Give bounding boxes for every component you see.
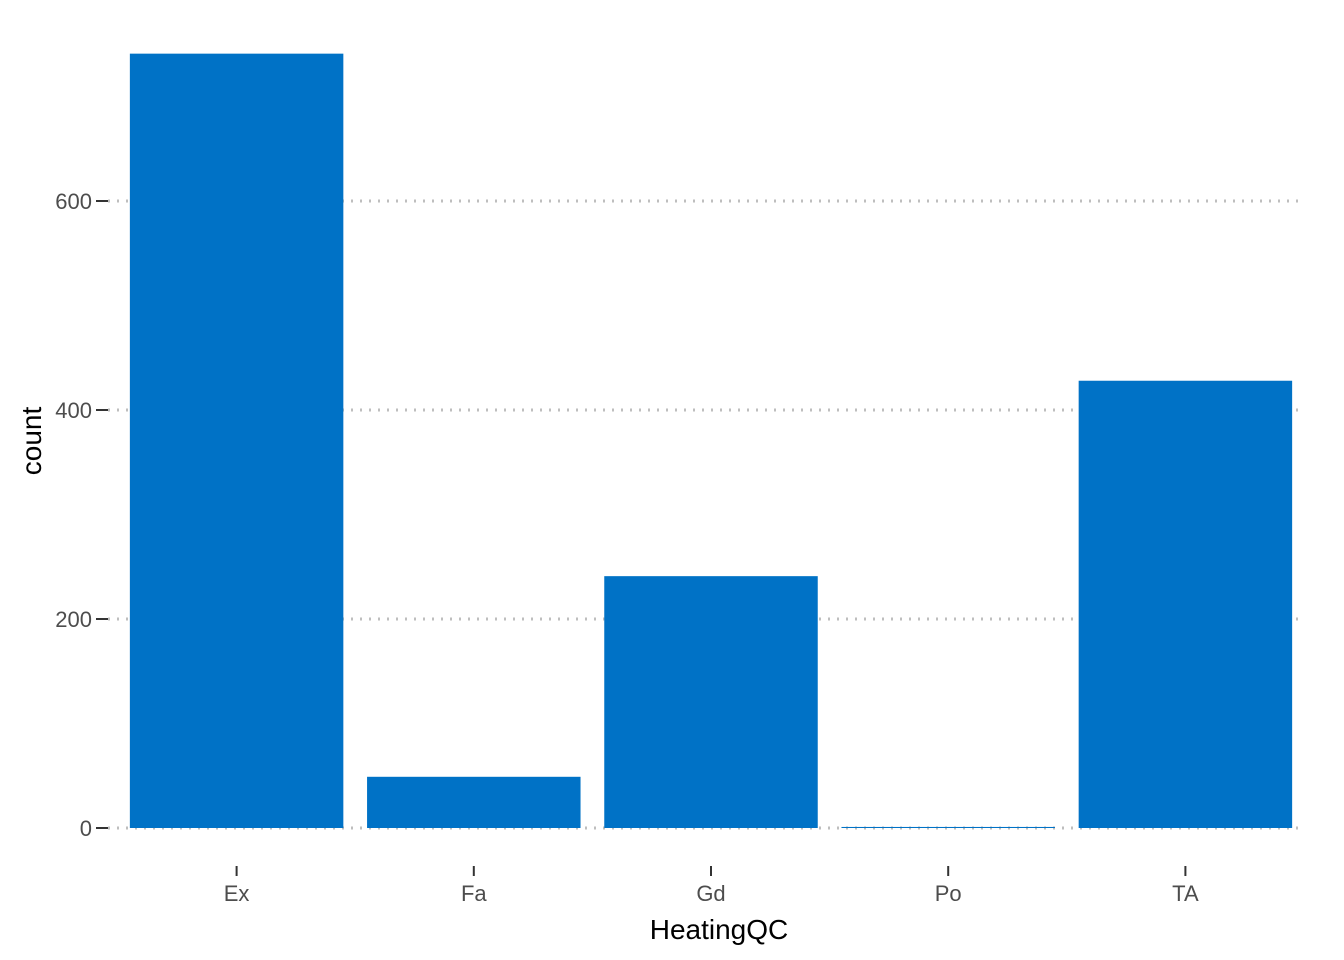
x-tick-label: Ex bbox=[224, 881, 250, 906]
y-axis: 0 200 400 600 bbox=[55, 189, 108, 841]
bar-ex bbox=[129, 53, 344, 828]
y-tick-label: 0 bbox=[80, 816, 92, 841]
x-tick-label: Gd bbox=[696, 881, 725, 906]
y-axis-title: count bbox=[16, 407, 47, 476]
y-tick-label: 200 bbox=[55, 607, 92, 632]
y-tick-label: 600 bbox=[55, 189, 92, 214]
bar-fa bbox=[367, 776, 581, 828]
bars bbox=[129, 53, 1293, 828]
x-axis: Ex Fa Gd Po TA bbox=[224, 866, 1199, 906]
x-tick-label: Po bbox=[935, 881, 962, 906]
x-tick-label: Fa bbox=[461, 881, 487, 906]
y-tick-label: 400 bbox=[55, 398, 92, 423]
bar-po bbox=[841, 826, 1055, 828]
x-axis-title: HeatingQC bbox=[650, 914, 789, 945]
bar-ta bbox=[1078, 380, 1293, 828]
bar-gd bbox=[604, 576, 818, 828]
x-tick-label: TA bbox=[1172, 881, 1199, 906]
